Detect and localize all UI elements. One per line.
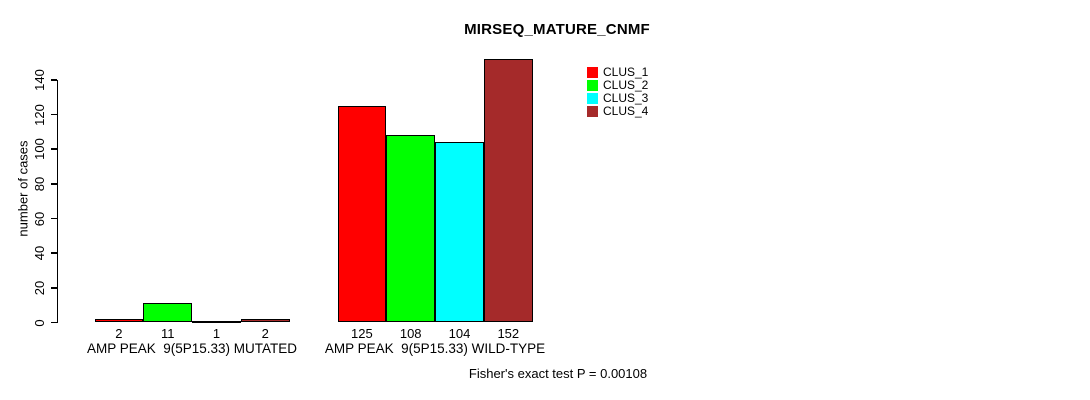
bar-clus_1-group2 bbox=[337, 105, 387, 323]
y-axis-tick-label: 80 bbox=[31, 176, 47, 192]
bar-value-label: 2 bbox=[115, 325, 123, 341]
y-axis-tick-label: 140 bbox=[31, 69, 47, 91]
bar-clus_4-group1 bbox=[240, 319, 290, 323]
legend-item-clus_3: CLUS_3 bbox=[587, 92, 648, 105]
legend-swatch-icon bbox=[587, 79, 598, 91]
legend-swatch-icon bbox=[587, 105, 598, 117]
y-axis-tick bbox=[51, 287, 58, 289]
legend: CLUS_1 CLUS_2 CLUS_3 CLUS_4 bbox=[587, 66, 648, 118]
y-axis-tick bbox=[51, 252, 58, 254]
legend-label: CLUS_2 bbox=[603, 78, 649, 93]
y-axis-tick bbox=[51, 321, 58, 324]
y-axis-tick-label: 20 bbox=[31, 280, 47, 296]
bar-value-label: 11 bbox=[160, 325, 175, 341]
y-axis-tick-label: 60 bbox=[31, 211, 47, 226]
bar-value-label: 104 bbox=[448, 325, 471, 341]
legend-swatch-icon bbox=[587, 66, 598, 78]
y-axis-tick bbox=[51, 217, 58, 220]
bar-clus_4-group2 bbox=[483, 59, 533, 323]
chart-title: MIRSEQ_MATURE_CNMF bbox=[464, 21, 650, 38]
y-axis-tick bbox=[51, 79, 58, 81]
bar-value-label: 2 bbox=[261, 325, 269, 341]
y-axis-tick-label: 100 bbox=[31, 138, 47, 161]
bar-clus_3-group2 bbox=[435, 142, 484, 323]
legend-label: CLUS_4 bbox=[603, 104, 649, 119]
bar-clus_2-group1 bbox=[143, 303, 193, 323]
x-category-label-wild-type: AMP PEAK 9(5P15.33) WILD-TYPE bbox=[324, 341, 546, 356]
bar-value-label: 108 bbox=[399, 325, 422, 341]
y-axis-tick bbox=[51, 183, 58, 185]
bar-clus_2-group2 bbox=[386, 135, 436, 323]
y-axis-line bbox=[56, 80, 59, 323]
y-axis-tick-label: 120 bbox=[31, 103, 47, 126]
y-axis-tick bbox=[51, 113, 58, 116]
y-axis-tick bbox=[51, 148, 58, 151]
fisher-test-note: Fisher's exact test P = 0.00108 bbox=[468, 366, 648, 381]
y-axis-tick-label: 0 bbox=[31, 318, 47, 327]
y-axis-title: number of cases bbox=[15, 140, 31, 237]
bar-value-label: 152 bbox=[497, 325, 520, 341]
legend-item-clus_1: CLUS_1 bbox=[587, 66, 648, 79]
x-category-label-mutated: AMP PEAK 9(5P15.33) MUTATED bbox=[86, 341, 298, 356]
bar-clus_1-group1 bbox=[94, 319, 144, 323]
legend-label: CLUS_1 bbox=[603, 65, 649, 80]
bar-clus_3-group1 bbox=[192, 320, 241, 323]
legend-item-clus_2: CLUS_2 bbox=[587, 79, 648, 92]
bar-value-label: 1 bbox=[212, 325, 221, 341]
legend-label: CLUS_3 bbox=[603, 91, 649, 106]
legend-swatch-icon bbox=[587, 92, 598, 104]
bar-value-label: 125 bbox=[351, 325, 373, 341]
y-axis-tick-label: 40 bbox=[31, 245, 47, 261]
legend-item-clus_4: CLUS_4 bbox=[587, 105, 648, 118]
